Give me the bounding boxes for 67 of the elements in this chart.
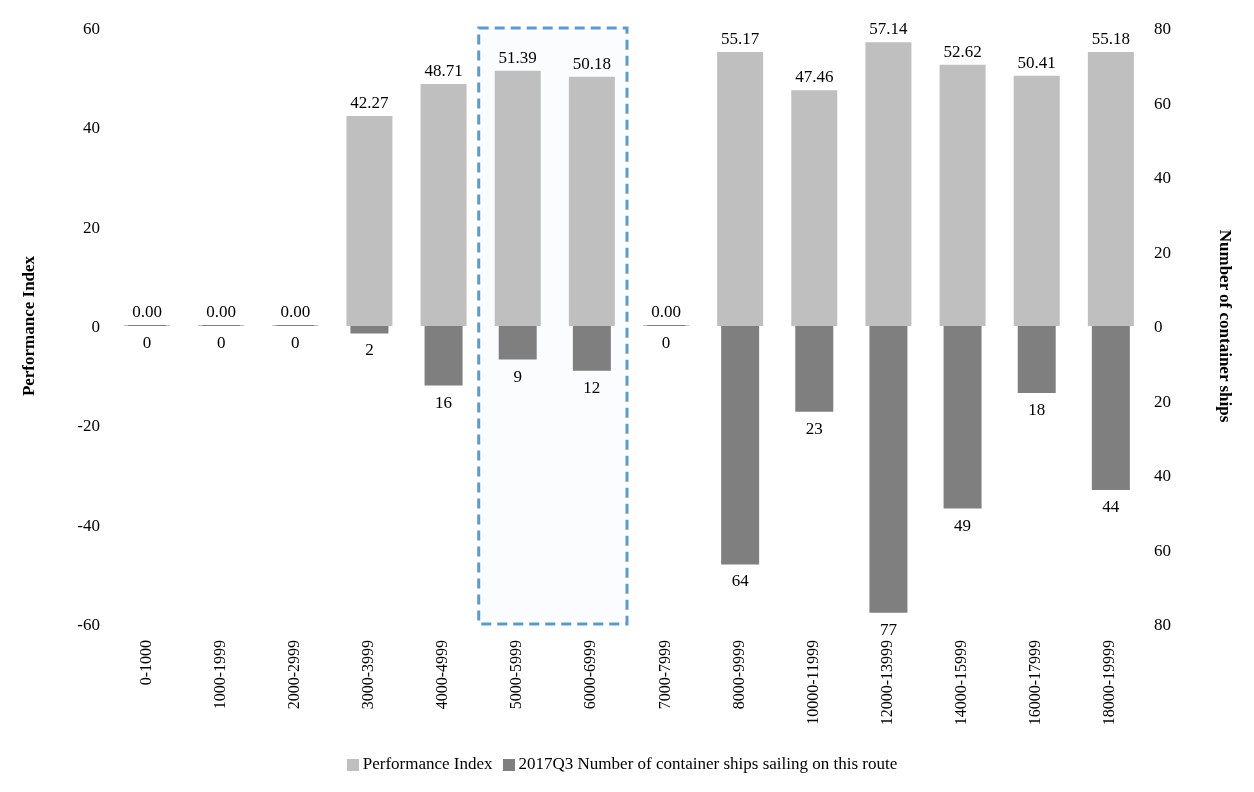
- data-label: 0.00: [132, 302, 162, 321]
- x-tick-label: 0-1000: [136, 640, 154, 686]
- y2-tick-label: 40: [1154, 168, 1171, 188]
- y2-tick-label: 60: [1154, 93, 1171, 113]
- bar: [424, 326, 463, 386]
- data-label: 0: [216, 333, 226, 352]
- x-tick-label: 16000-17999: [1026, 640, 1044, 726]
- data-label: 0: [291, 333, 300, 352]
- y-axis-title: Performance Index: [19, 255, 39, 397]
- data-label: 9: [513, 366, 522, 386]
- data-label: 50.18: [572, 53, 611, 73]
- legend-label: 2017Q3 Number of container ships sailing on this route: [518, 754, 898, 773]
- data-label: 0.00: [651, 302, 681, 321]
- data-label: 51.39: [498, 47, 537, 67]
- data-label: 42.27: [350, 93, 390, 113]
- data-label: 77: [879, 619, 898, 639]
- x-tick-label: 14000-15999: [952, 640, 970, 726]
- y-tick-label: 60: [83, 19, 100, 39]
- data-label: 12: [583, 377, 601, 397]
- x-tick-label: 12000-13999: [878, 640, 895, 726]
- y2-tick-label: 80: [1154, 19, 1171, 39]
- data-label: 57.14: [869, 19, 909, 39]
- y2-tick-label: 40: [1154, 466, 1171, 486]
- data-label: 55.18: [1091, 28, 1130, 48]
- x-tick-label: 4000-4999: [433, 640, 451, 710]
- x-tick-label: 8000-9999: [729, 640, 747, 710]
- y2-tick-label: 60: [1154, 540, 1171, 560]
- x-tick-label: 18000-19999: [1100, 640, 1118, 726]
- data-label: 2: [365, 340, 374, 360]
- x-tick-label: 6000-6999: [581, 640, 599, 710]
- data-label: 0.00: [280, 302, 311, 321]
- y-tick-label: 0: [91, 317, 100, 337]
- y-tick-label: -20: [77, 416, 100, 436]
- x-tick-label: 3000-3999: [359, 640, 376, 710]
- data-label: 18: [1028, 400, 1046, 420]
- legend-label: Performance Index: [362, 754, 493, 773]
- y2-tick-label: 20: [1154, 391, 1171, 411]
- data-label: 47.46: [795, 67, 834, 87]
- y2-tick-label: 0: [1154, 317, 1163, 337]
- data-label: 49: [954, 515, 972, 535]
- data-label: 44: [1102, 496, 1120, 516]
- data-label: 16: [435, 392, 453, 412]
- y2-tick-label: 80: [1154, 615, 1171, 635]
- data-label: 64: [731, 571, 750, 591]
- data-label: 50.41: [1017, 52, 1056, 72]
- x-tick-label: 10000-11999: [803, 640, 821, 725]
- data-label: 0: [661, 333, 671, 352]
- y-tick-label: 40: [83, 118, 100, 138]
- y2-tick-label: 20: [1154, 242, 1171, 262]
- x-tick-label: 1000-1999: [210, 640, 228, 710]
- x-tick-label: 5000-5999: [507, 640, 525, 710]
- data-label: 23: [805, 418, 823, 438]
- bar: [1017, 326, 1056, 394]
- x-tick-label: 2000-2999: [284, 640, 302, 710]
- y-tick-label: -40: [77, 515, 100, 535]
- data-label: 52.62: [943, 41, 982, 61]
- data-label: 0.00: [206, 302, 237, 321]
- y-tick-label: 20: [83, 217, 100, 237]
- y2-axis-title: Number of container ships: [1215, 229, 1235, 423]
- data-label: 55.17: [721, 28, 760, 48]
- bar: [498, 326, 537, 360]
- y-tick-label: -60: [77, 615, 100, 635]
- data-label: 0: [142, 333, 152, 352]
- bar: [572, 326, 611, 371]
- data-label: 48.71: [424, 61, 463, 81]
- x-tick-label: 7000-7999: [655, 640, 673, 710]
- bar: [350, 326, 389, 334]
